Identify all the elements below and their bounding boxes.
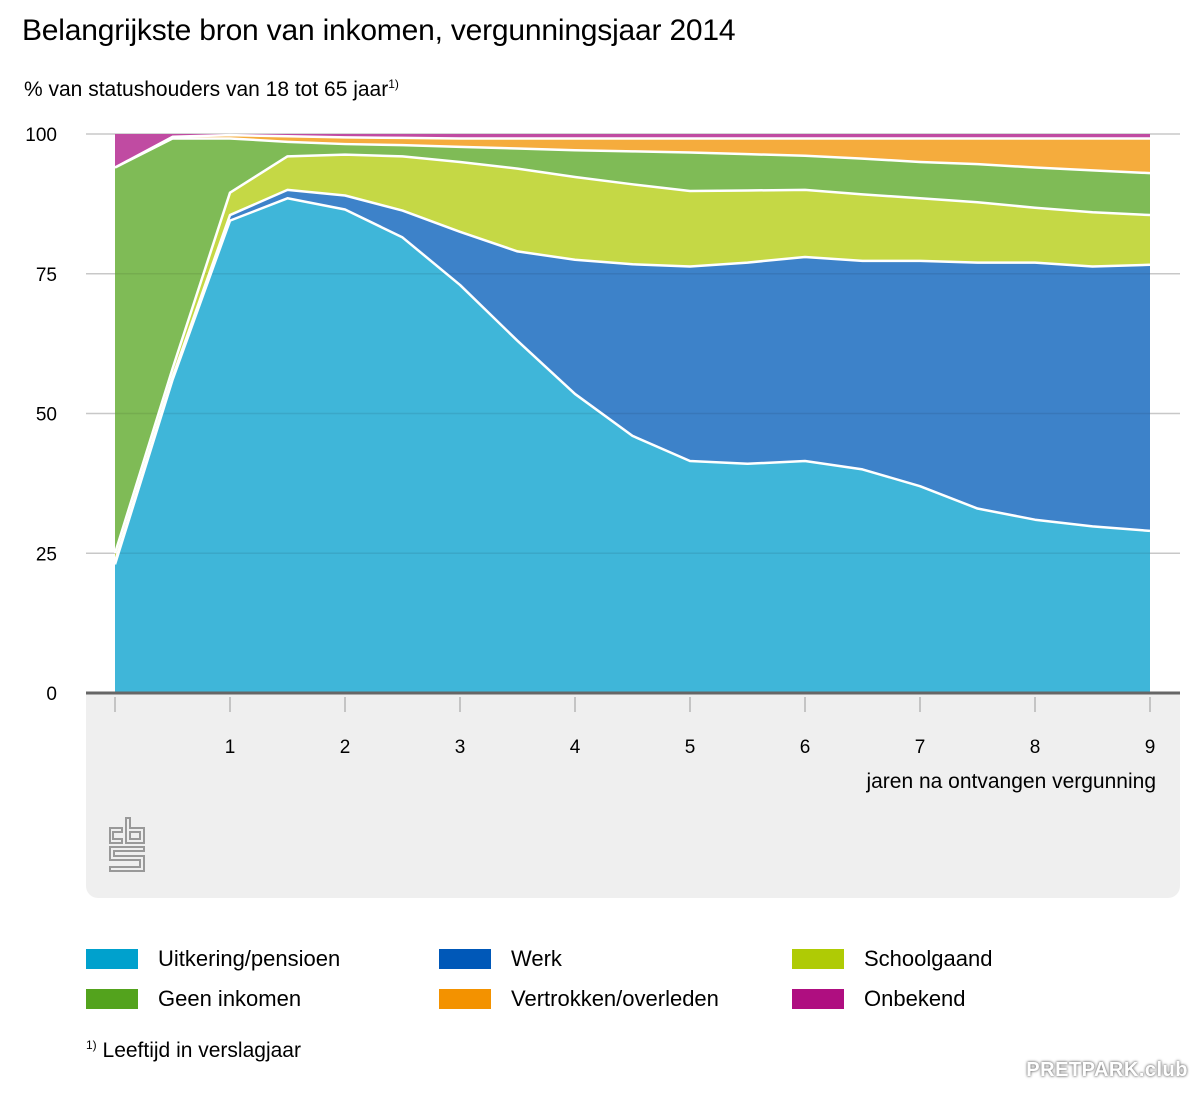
legend-item-vertrokken: Vertrokken/overleden [439, 985, 779, 1013]
footnote-text: Leeftijd in verslagjaar [102, 1039, 301, 1062]
legend-item-onbekend: Onbekend [792, 985, 1132, 1013]
area-vertrokken-overleden [115, 135, 1150, 174]
y-tick-label: 0 [46, 684, 57, 705]
footnote-mark: 1) [388, 77, 399, 91]
series-boundary [114, 137, 1151, 175]
area-geen-inkomen [115, 138, 1150, 554]
legend-swatch [792, 989, 844, 1009]
legend-label: Geen inkomen [158, 986, 302, 1011]
x-tick-label: 1 [225, 737, 236, 758]
legend-label: Schoolgaand [864, 946, 993, 971]
series-boundary [113, 197, 1151, 565]
series-boundary [113, 153, 1151, 554]
legend-swatch [86, 989, 138, 1009]
watermark-logo: PRETPARK.club [1026, 1059, 1188, 1081]
x-axis-panel [86, 693, 1180, 898]
y-tick-label: 25 [36, 544, 57, 565]
x-axis-ticks: 1 2 3 4 5 6 7 8 9 [114, 697, 1156, 758]
legend-swatch [792, 949, 844, 969]
legend-label: Werk [511, 946, 562, 971]
footnote-mark: 1) [86, 1038, 97, 1052]
legend-swatch [86, 949, 138, 969]
legend-item-werk: Werk [439, 945, 779, 973]
x-tick-label: 8 [1030, 737, 1041, 758]
chart-title: Belangrijkste bron van inkomen, vergunni… [22, 14, 736, 47]
x-tick-label: 4 [570, 737, 581, 758]
x-tick-label: 3 [455, 737, 466, 758]
legend-swatch [439, 989, 491, 1009]
x-tick-label: 6 [800, 737, 811, 758]
area-schoolgaand [115, 154, 1150, 562]
area-series-group [113, 133, 1151, 693]
y-tick-label: 75 [36, 265, 57, 286]
stacked-area-chart: 0 25 50 75 100 1 2 3 4 5 6 7 8 9 [25, 125, 1180, 758]
x-tick-label: 9 [1145, 737, 1156, 758]
area-werk [115, 189, 1150, 565]
y-axis-ticks: 0 25 50 75 100 [25, 125, 57, 705]
series-boundary [114, 133, 1150, 169]
legend-label: Uitkering/pensioen [158, 946, 341, 971]
legend-swatch [439, 949, 491, 969]
cbs-logo-icon [109, 817, 145, 872]
footnote: 1) Leeftijd in verslagjaar [86, 1038, 301, 1063]
x-axis-label: jaren na ontvangen vergunning [866, 770, 1156, 793]
legend-item-uitkering: Uitkering/pensioen [86, 945, 426, 973]
legend-item-geen-inkomen: Geen inkomen [86, 985, 426, 1013]
legend-label: Onbekend [864, 986, 966, 1011]
series-boundary [113, 188, 1151, 563]
y-tick-label: 100 [25, 125, 57, 146]
legend-item-schoolgaand: Schoolgaand [792, 945, 1132, 973]
x-tick-label: 2 [340, 737, 351, 758]
x-tick-label: 7 [915, 737, 926, 758]
x-tick-label: 5 [685, 737, 696, 758]
area-uitkering-pensioen [115, 198, 1150, 693]
chart-subtitle: % van statushouders van 18 tot 65 jaar1) [24, 77, 399, 102]
y-tick-label: 50 [36, 405, 57, 426]
subtitle-text: % van statushouders van 18 tot 65 jaar [24, 78, 389, 101]
legend-label: Vertrokken/overleden [511, 986, 719, 1011]
